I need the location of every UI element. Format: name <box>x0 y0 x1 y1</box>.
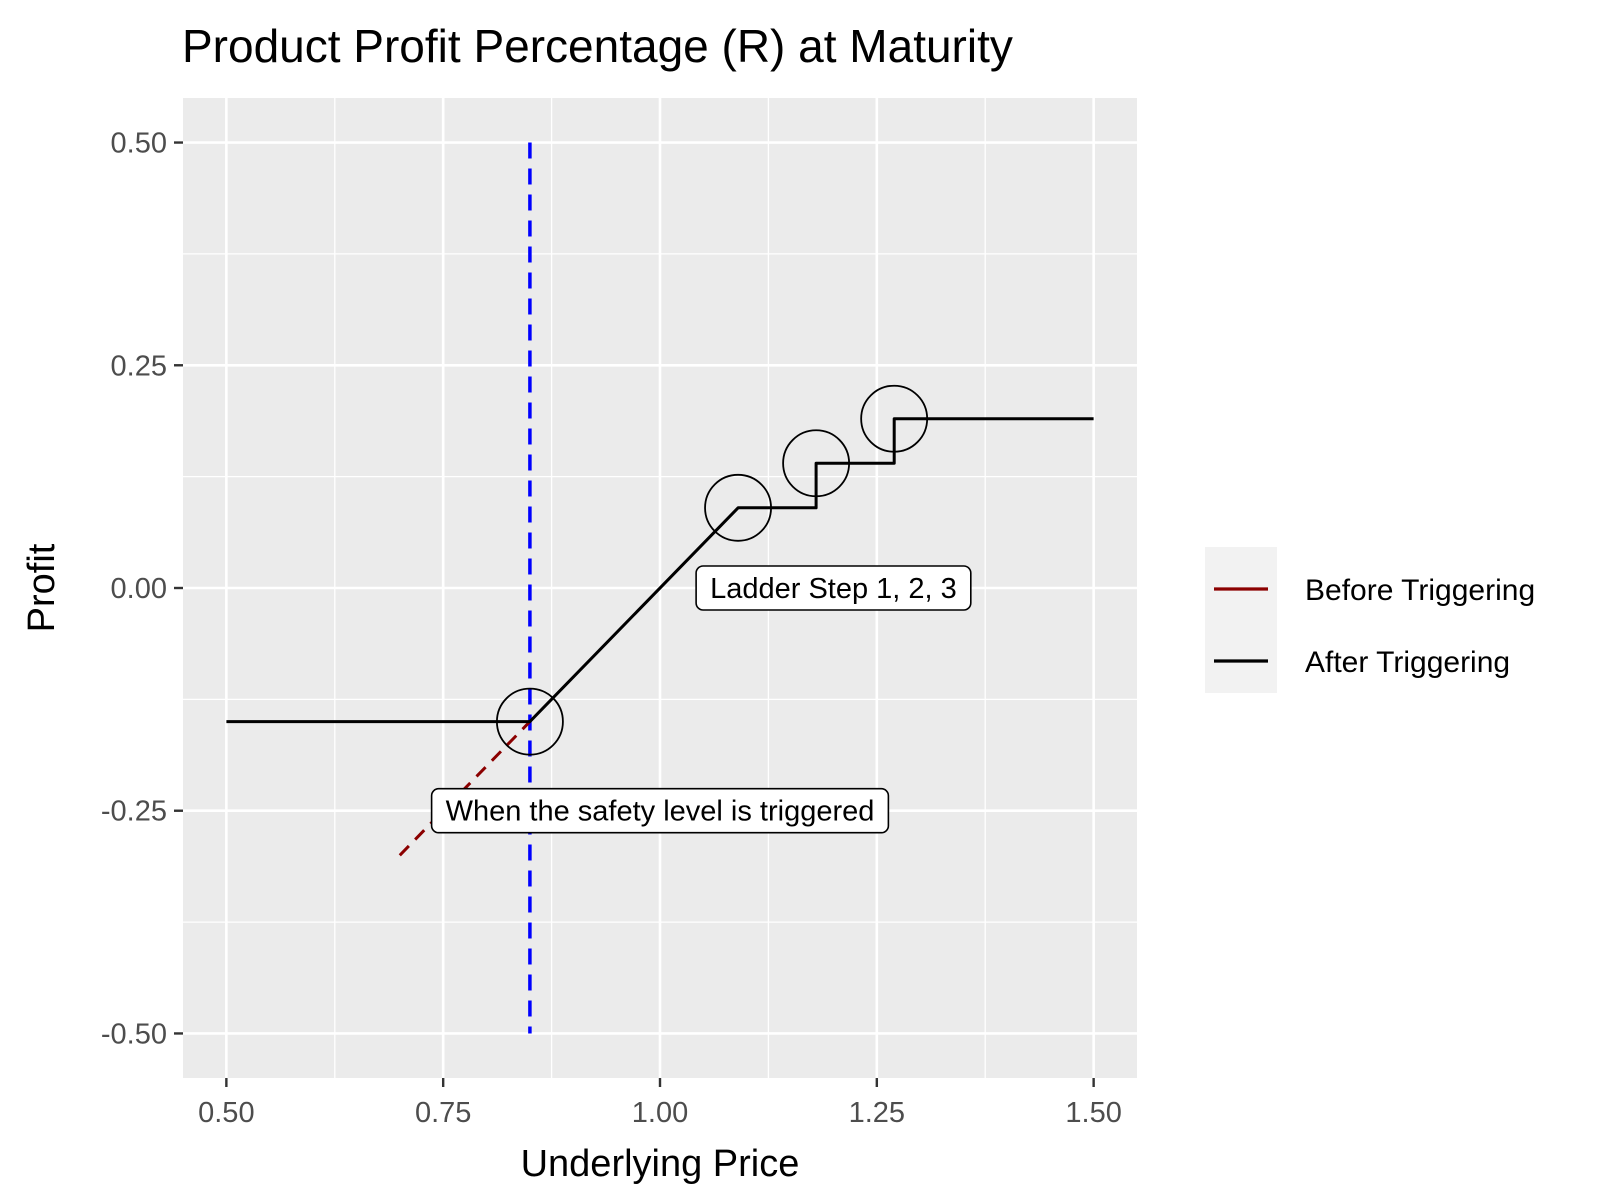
annotation-box <box>430 787 890 834</box>
highlight-circles <box>496 384 929 756</box>
highlight-circle <box>496 687 564 756</box>
annotation-text: Ladder Step 1, 2, 3 <box>710 573 957 605</box>
annotation-2: When the safety level is triggered <box>430 787 890 834</box>
legend-label: Before Triggering <box>1305 574 1535 607</box>
legend: Before Triggering After Triggering <box>1214 574 1535 679</box>
y-tick-label: -0.50 <box>101 1018 167 1050</box>
highlight-circle <box>782 429 851 498</box>
y-axis-ticks: -0.50 -0.25 0.00 0.25 0.50 <box>101 128 183 1050</box>
x-axis-ticks: 0.50 0.75 1.00 1.25 1.50 <box>198 1078 1122 1129</box>
annotation-1: Ladder Step 1, 2, 3 <box>695 565 972 611</box>
x-tick-label: 1.00 <box>632 1097 688 1129</box>
chart-title: Product Profit Percentage (R) at Maturit… <box>182 20 1013 72</box>
x-tick-label: 1.25 <box>849 1097 905 1129</box>
y-tick-label: 0.25 <box>111 350 167 382</box>
x-tick-label: 0.75 <box>415 1097 471 1129</box>
series-line-after-triggering <box>226 417 1094 724</box>
highlight-circle <box>704 473 772 542</box>
y-tick-label: 0.00 <box>111 573 167 605</box>
x-tick-label: 0.50 <box>198 1097 254 1129</box>
y-axis-title: Profit <box>21 543 63 632</box>
legend-background <box>1205 547 1277 693</box>
annotation-labels: Ladder Step 1, 2, 3 When the safety level… <box>430 565 972 834</box>
y-tick-label: -0.25 <box>101 796 167 828</box>
y-tick-label: 0.50 <box>111 128 167 160</box>
x-tick-label: 1.50 <box>1065 1097 1121 1129</box>
x-axis-title: Underlying Price <box>521 1143 800 1185</box>
highlight-circle <box>860 384 929 453</box>
annotation-text: When the safety level is triggered <box>446 796 875 828</box>
annotation-box <box>695 565 972 611</box>
legend-label: After Triggering <box>1305 646 1510 679</box>
